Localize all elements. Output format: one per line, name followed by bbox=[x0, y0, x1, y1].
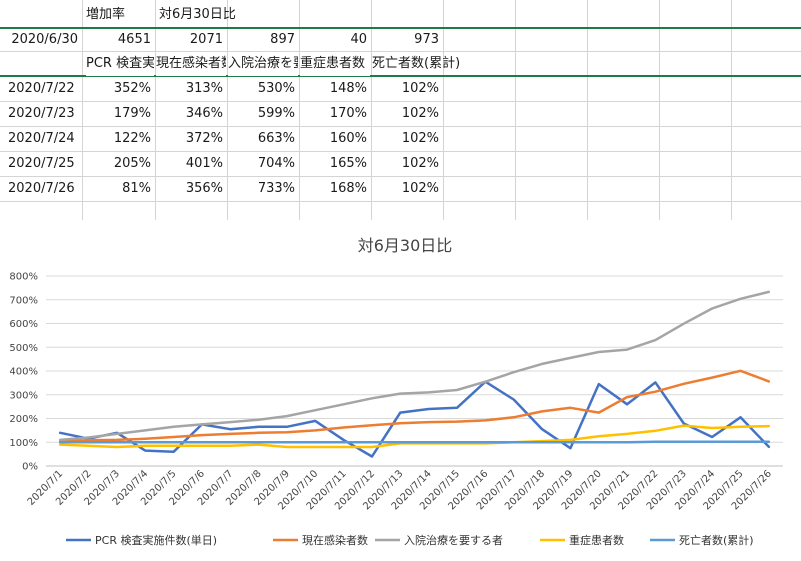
cell-date[interactable]: 2020/7/22 bbox=[8, 81, 75, 96]
cell-c1[interactable]: 対6月30日比 bbox=[159, 7, 236, 22]
y-tick-label: 400% bbox=[9, 367, 38, 378]
cell-pcr[interactable]: 122% bbox=[113, 131, 151, 146]
cell-hosp[interactable]: 530% bbox=[257, 81, 295, 96]
cell-d2[interactable]: 897 bbox=[270, 32, 295, 47]
y-tick-label: 0% bbox=[22, 462, 38, 473]
cell-e2[interactable]: 40 bbox=[350, 32, 367, 47]
row-divider bbox=[0, 151, 801, 152]
cell-death[interactable]: 102% bbox=[401, 181, 439, 196]
chart-title: 対6月30日比 bbox=[358, 236, 453, 255]
cell-pcr[interactable]: 352% bbox=[113, 81, 151, 96]
legend-label: 死亡者数(累計) bbox=[679, 533, 754, 547]
cell-date[interactable]: 2020/7/24 bbox=[8, 131, 75, 146]
spreadsheet: 増加率 対6月30日比 2020/6/30 4651 2071 897 40 9… bbox=[0, 0, 801, 220]
col-divider bbox=[443, 0, 444, 220]
cell-infected[interactable]: 401% bbox=[185, 156, 223, 171]
cell-pcr[interactable]: 205% bbox=[113, 156, 151, 171]
cell-death[interactable]: 102% bbox=[401, 131, 439, 146]
cell-hosp[interactable]: 733% bbox=[257, 181, 295, 196]
col-divider bbox=[659, 0, 660, 220]
row-divider bbox=[0, 126, 801, 127]
col-divider bbox=[155, 0, 156, 220]
legend-label: PCR 検査実施件数(単日) bbox=[95, 533, 217, 547]
col-divider bbox=[299, 0, 300, 220]
cell-death[interactable]: 102% bbox=[401, 156, 439, 171]
cell-f2[interactable]: 973 bbox=[414, 32, 439, 47]
cell-a2[interactable]: 2020/6/30 bbox=[11, 32, 78, 47]
cell-severe[interactable]: 168% bbox=[329, 181, 367, 196]
legend-label: 入院治療を要する者 bbox=[404, 533, 503, 547]
cell-severe[interactable]: 160% bbox=[329, 131, 367, 146]
cell-e3[interactable]: 重症患者数 bbox=[300, 52, 370, 76]
cell-date[interactable]: 2020/7/26 bbox=[8, 181, 75, 196]
chart-canvas: 対6月30日比 0% 100% 200% 300% 400% 500% 600% 700% 80… bbox=[9, 236, 783, 547]
y-tick-label: 200% bbox=[9, 414, 38, 425]
cell-hosp[interactable]: 599% bbox=[257, 106, 295, 121]
cell-hosp[interactable]: 704% bbox=[257, 156, 295, 171]
y-tick-label: 500% bbox=[9, 343, 38, 354]
col-divider bbox=[227, 0, 228, 220]
y-tick-label: 100% bbox=[9, 438, 38, 449]
row-divider bbox=[0, 27, 801, 29]
legend-label: 現在感染者数 bbox=[302, 533, 368, 547]
col-divider bbox=[82, 0, 83, 220]
cell-infected[interactable]: 346% bbox=[185, 106, 223, 121]
row-divider bbox=[0, 75, 801, 77]
cell-severe[interactable]: 170% bbox=[329, 106, 367, 121]
cell-death[interactable]: 102% bbox=[401, 81, 439, 96]
cell-infected[interactable]: 313% bbox=[185, 81, 223, 96]
col-divider bbox=[587, 0, 588, 220]
legend-label: 重症患者数 bbox=[569, 533, 624, 547]
row-divider bbox=[0, 176, 801, 177]
y-tick-label: 700% bbox=[9, 295, 38, 306]
line-chart[interactable]: 対6月30日比 0% 100% 200% 300% 400% 500% 600% 700% 80… bbox=[0, 220, 801, 561]
cell-death[interactable]: 102% bbox=[401, 106, 439, 121]
cell-b1[interactable]: 増加率 bbox=[86, 7, 126, 22]
cell-b2[interactable]: 4651 bbox=[117, 32, 151, 47]
cell-pcr[interactable]: 81% bbox=[122, 181, 151, 196]
y-tick-label: 600% bbox=[9, 319, 38, 330]
y-tick-label: 300% bbox=[9, 390, 38, 401]
cell-hosp[interactable]: 663% bbox=[257, 131, 295, 146]
cell-date[interactable]: 2020/7/23 bbox=[8, 106, 75, 121]
cell-f3[interactable]: 死亡者数(累計) bbox=[372, 56, 461, 71]
cell-severe[interactable]: 165% bbox=[329, 156, 367, 171]
row-divider bbox=[0, 51, 801, 52]
col-divider bbox=[515, 0, 516, 220]
series-line-5[interactable] bbox=[58, 440, 771, 444]
cell-b3[interactable]: PCR 検査実施件数(単日) bbox=[86, 52, 154, 76]
cell-c2[interactable]: 2071 bbox=[189, 32, 223, 47]
series-line-1[interactable] bbox=[58, 380, 771, 458]
col-divider bbox=[371, 0, 372, 220]
cell-infected[interactable]: 356% bbox=[185, 181, 223, 196]
row-divider bbox=[0, 101, 801, 102]
cell-pcr[interactable]: 179% bbox=[113, 106, 151, 121]
cell-date[interactable]: 2020/7/25 bbox=[8, 156, 75, 171]
series-line-2[interactable] bbox=[58, 369, 771, 443]
row-divider bbox=[0, 201, 801, 202]
cell-c3[interactable]: 現在感染者数 bbox=[156, 52, 226, 76]
cell-d3[interactable]: 入院治療を要する者 bbox=[228, 52, 298, 76]
cell-severe[interactable]: 148% bbox=[329, 81, 367, 96]
cell-infected[interactable]: 372% bbox=[185, 131, 223, 146]
y-tick-label: 800% bbox=[9, 272, 38, 283]
series-line-3[interactable] bbox=[58, 290, 771, 442]
col-divider bbox=[731, 0, 732, 220]
